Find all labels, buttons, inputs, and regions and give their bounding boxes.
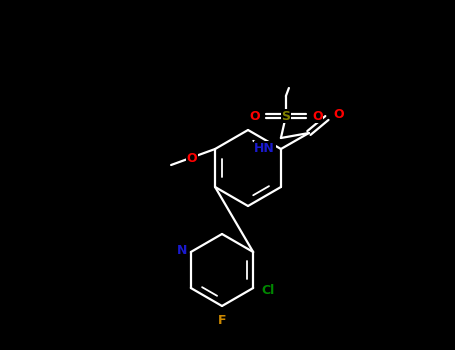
Text: O: O [312,110,323,122]
Text: Cl: Cl [261,284,274,296]
Text: HN: HN [254,142,275,155]
Text: O: O [249,110,260,122]
Text: F: F [218,314,226,327]
Text: O: O [187,152,197,164]
Text: O: O [333,108,344,121]
Text: S: S [281,110,290,122]
Text: N: N [177,244,187,257]
